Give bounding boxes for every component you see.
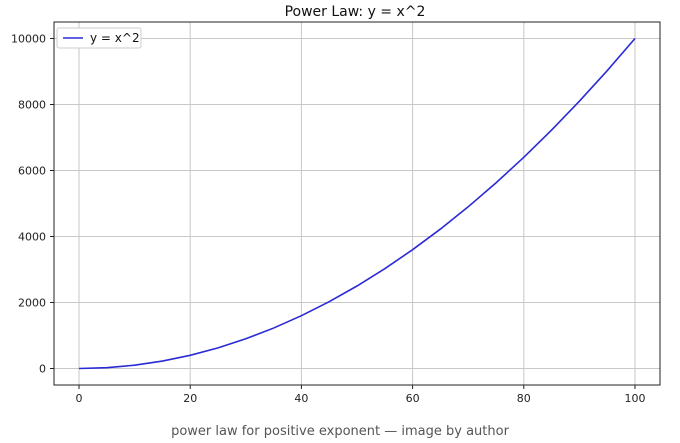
figure-caption: power law for positive exponent — image … <box>171 424 509 439</box>
x-tick-label: 100 <box>624 392 645 405</box>
y-tick-label: 10000 <box>11 33 46 46</box>
legend: y = x^2 <box>56 27 142 49</box>
series-line <box>78 37 636 370</box>
y-tick-label: 6000 <box>18 165 46 178</box>
y-tick-label: 8000 <box>18 99 46 112</box>
y-axis: 0 2000 4000 6000 8000 10000 <box>11 33 54 376</box>
x-tick-label: 40 <box>294 392 308 405</box>
x-tick-label: 80 <box>517 392 531 405</box>
x-tick-label: 20 <box>183 392 197 405</box>
legend-label: y = x^2 <box>90 31 140 45</box>
x-axis: 0 20 40 60 80 100 <box>76 385 645 405</box>
x-tick-label: 0 <box>76 392 83 405</box>
y-tick-label: 0 <box>39 363 46 376</box>
y-tick-label: 2000 <box>18 297 46 310</box>
grid <box>54 22 660 385</box>
chart: Power Law: y = x^2 0 20 40 60 80 100 0 2000 400… <box>11 4 661 405</box>
legend-box <box>56 27 142 49</box>
chart-title: Power Law: y = x^2 <box>285 4 426 20</box>
x-tick-label: 60 <box>406 392 420 405</box>
y-tick-label: 4000 <box>18 231 46 244</box>
plot-frame <box>53 21 661 386</box>
